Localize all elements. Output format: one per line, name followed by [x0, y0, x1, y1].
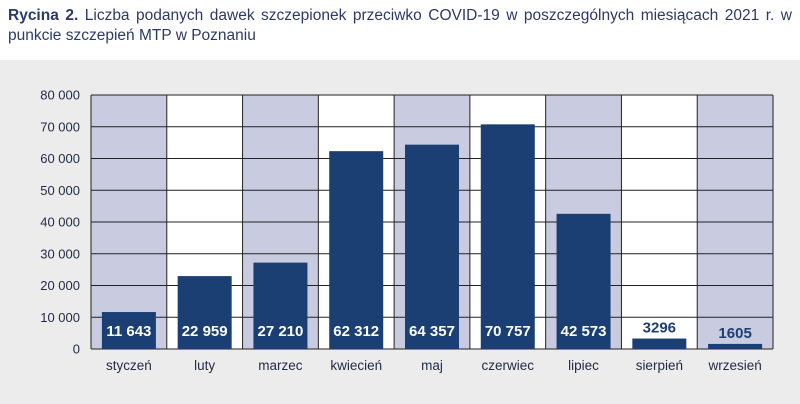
bar — [329, 151, 384, 349]
figure-caption-text: Liczba podanych dawek szczepionek przeci… — [8, 7, 792, 44]
x-tick-label: marzec — [258, 358, 303, 373]
y-tick-label: 80 000 — [40, 88, 80, 103]
bar — [480, 124, 535, 349]
x-tick-label: sierpień — [636, 358, 683, 373]
y-tick-label: 0 — [73, 342, 80, 357]
data-label: 27 210 — [257, 323, 303, 340]
bar — [556, 213, 611, 349]
x-tick-label: styczeń — [106, 358, 152, 373]
y-tick-label: 20 000 — [40, 278, 80, 293]
x-tick-label: luty — [194, 358, 215, 373]
y-tick-label: 60 000 — [40, 151, 80, 166]
data-label: 70 757 — [485, 323, 531, 340]
bar — [708, 343, 763, 349]
data-label: 3296 — [643, 320, 676, 337]
bar — [177, 276, 232, 349]
data-label: 42 573 — [561, 323, 607, 340]
bar — [253, 262, 308, 349]
x-tick-label: czerwiec — [482, 358, 535, 373]
y-tick-label: 30 000 — [40, 246, 80, 261]
y-tick-label: 50 000 — [40, 183, 80, 198]
x-tick-label: kwiecień — [330, 358, 382, 373]
figure-caption: Rycina 2. Liczba podanych dawek szczepio… — [8, 6, 792, 46]
x-tick-label: wrzesień — [707, 358, 761, 373]
data-label: 1605 — [718, 325, 751, 342]
data-label: 11 643 — [106, 323, 151, 340]
x-tick-label: lipiec — [568, 358, 599, 373]
bar — [405, 144, 459, 349]
data-label: 64 357 — [409, 323, 455, 340]
bar — [101, 312, 156, 349]
y-tick-label: 40 000 — [40, 215, 80, 230]
data-label: 62 312 — [333, 323, 379, 340]
data-label: 22 959 — [182, 323, 228, 340]
x-tick-label: maj — [421, 358, 443, 373]
figure-label: Rycina 2. — [8, 7, 79, 24]
y-tick-label: 10 000 — [40, 310, 80, 325]
bar — [632, 338, 687, 349]
y-tick-label: 70 000 — [40, 119, 80, 134]
